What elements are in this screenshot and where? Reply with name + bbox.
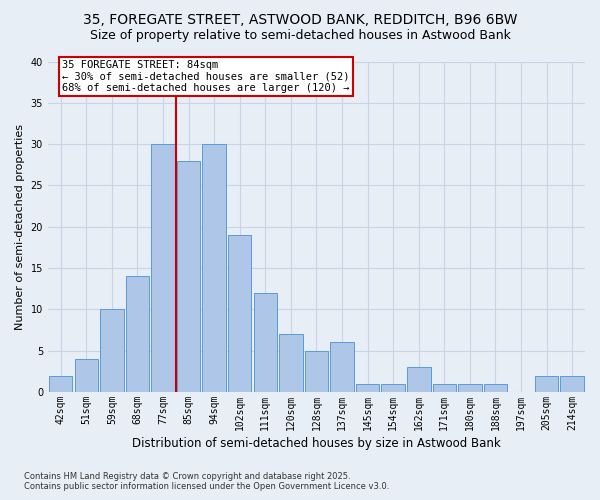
Bar [305, 350, 328, 392]
Bar [330, 342, 354, 392]
Bar [458, 384, 482, 392]
Bar [356, 384, 379, 392]
Bar [382, 384, 405, 392]
Bar [151, 144, 175, 392]
Bar [407, 367, 431, 392]
Text: Size of property relative to semi-detached houses in Astwood Bank: Size of property relative to semi-detach… [89, 29, 511, 42]
X-axis label: Distribution of semi-detached houses by size in Astwood Bank: Distribution of semi-detached houses by … [132, 437, 501, 450]
Bar [177, 160, 200, 392]
Bar [254, 293, 277, 392]
Bar [202, 144, 226, 392]
Bar [535, 376, 559, 392]
Bar [484, 384, 507, 392]
Bar [560, 376, 584, 392]
Bar [279, 334, 302, 392]
Bar [433, 384, 456, 392]
Y-axis label: Number of semi-detached properties: Number of semi-detached properties [15, 124, 25, 330]
Bar [100, 310, 124, 392]
Bar [49, 376, 73, 392]
Bar [125, 276, 149, 392]
Text: Contains HM Land Registry data © Crown copyright and database right 2025.
Contai: Contains HM Land Registry data © Crown c… [24, 472, 389, 491]
Text: 35 FOREGATE STREET: 84sqm
← 30% of semi-detached houses are smaller (52)
68% of : 35 FOREGATE STREET: 84sqm ← 30% of semi-… [62, 60, 349, 93]
Bar [74, 359, 98, 392]
Text: 35, FOREGATE STREET, ASTWOOD BANK, REDDITCH, B96 6BW: 35, FOREGATE STREET, ASTWOOD BANK, REDDI… [83, 12, 517, 26]
Bar [228, 235, 251, 392]
